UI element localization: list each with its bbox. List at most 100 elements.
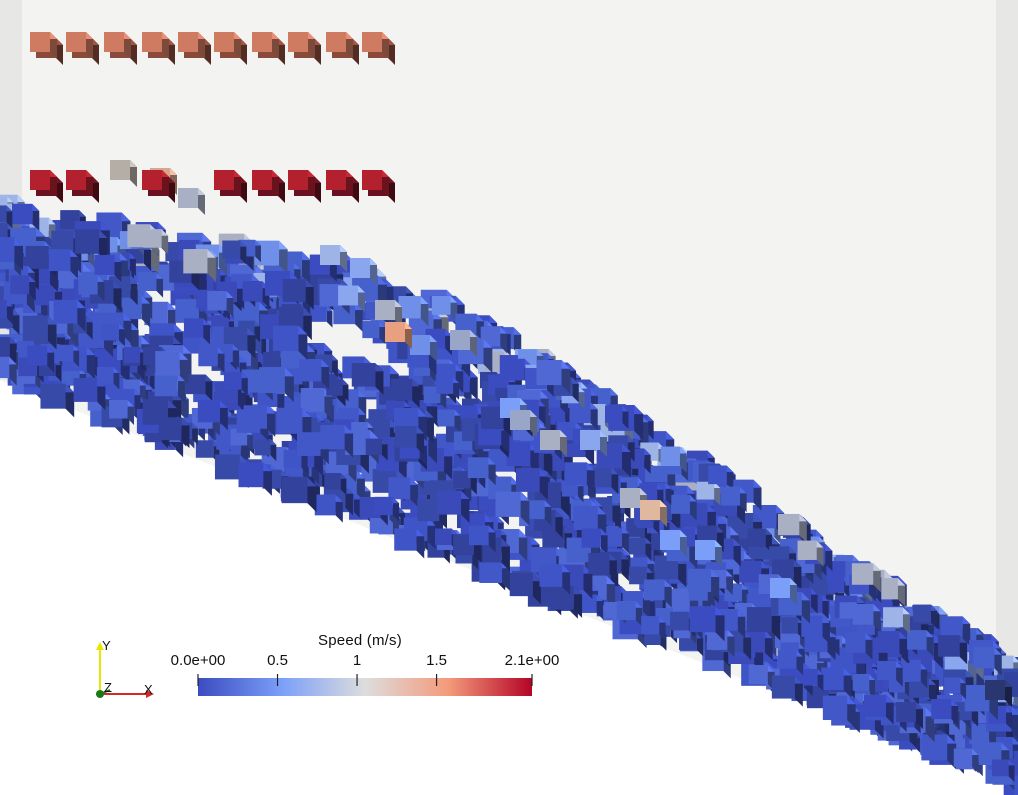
particle-cube: [913, 604, 938, 629]
particle-cube: [938, 635, 968, 665]
particle-cube: [243, 405, 276, 437]
particle-cube: [436, 377, 460, 400]
particle-cube: [877, 631, 907, 661]
particle-cube: [11, 203, 40, 232]
emitter-cube: [30, 32, 57, 59]
particle-cube: [56, 344, 80, 367]
particle-cube: [985, 680, 1012, 707]
particle-cube: [314, 494, 343, 523]
emitter-cube: [326, 32, 353, 59]
particle-cube: [96, 366, 120, 390]
particle-cube: [883, 607, 910, 635]
emitter-cube: [362, 32, 389, 59]
particle-cube: [116, 388, 141, 413]
particle-cube: [437, 490, 470, 524]
particle-cube: [0, 356, 17, 386]
particle-cube: [394, 528, 425, 559]
particle-cube: [822, 695, 856, 729]
particle-cube: [564, 462, 595, 493]
x-axis-arrow-icon: [146, 690, 154, 698]
particle-cube: [350, 258, 377, 285]
particle-cube: [509, 573, 541, 605]
emitter-cube: [252, 32, 279, 59]
particle-cube: [991, 759, 1015, 783]
emitter-cube: [142, 170, 169, 197]
particle-cube: [510, 410, 537, 437]
emitter-cube: [288, 32, 315, 59]
particle-cube: [300, 388, 333, 421]
particle-cube: [375, 300, 402, 327]
particle-cube: [143, 229, 169, 255]
particle-cube: [689, 606, 725, 642]
particle-cube: [74, 229, 108, 263]
particle-cube: [223, 371, 248, 396]
particle-cube: [110, 160, 137, 187]
particle-cube: [158, 417, 190, 449]
particle-cube: [580, 430, 607, 457]
particle-cube: [778, 650, 803, 676]
container-wall-right: [996, 0, 1018, 700]
orientation-axes: Y Z X: [84, 636, 164, 706]
color-legend-title: Speed (m/s): [318, 632, 402, 649]
particle-cube: [437, 409, 461, 433]
color-legend-tick-label: 1.5: [426, 652, 447, 669]
particle-cube: [388, 477, 418, 507]
particle-cube: [27, 345, 55, 373]
particle-cube: [73, 378, 106, 411]
particle-cube: [953, 748, 979, 774]
particle-cube: [591, 467, 619, 495]
particle-cube: [362, 321, 386, 345]
particle-cube: [310, 305, 333, 328]
particle-cube: [374, 496, 400, 522]
color-legend-tick-label: 0.0e+00: [170, 652, 226, 669]
orientation-axes-glyph: [96, 642, 154, 698]
particle-cube: [254, 439, 277, 462]
particle-cube: [628, 537, 652, 561]
particle-cube: [660, 530, 687, 557]
particle-cube: [351, 363, 384, 395]
particle-cube: [640, 500, 667, 527]
emitter-cube: [66, 170, 93, 197]
particle-cube: [778, 513, 807, 543]
color-legend-tick-label: 1: [352, 652, 362, 669]
particle-cube: [845, 632, 873, 660]
particle-cube: [708, 465, 734, 491]
particle-cube: [902, 662, 928, 689]
z-axis-origin-icon: [96, 690, 104, 698]
particle-cube: [581, 528, 608, 555]
particle-cube: [770, 578, 797, 605]
emitter-cube: [30, 170, 57, 197]
particle-cube: [431, 295, 458, 322]
particle-cube: [395, 426, 425, 456]
particle-cube: [238, 462, 272, 496]
particle-cube: [468, 525, 496, 553]
particle-cube: [299, 359, 330, 390]
particle-cube: [940, 616, 971, 646]
color-legend-bar: [197, 674, 533, 696]
particle-cube: [0, 237, 23, 271]
particle-cube: [973, 647, 1002, 676]
particle-cube: [40, 383, 75, 418]
particle-cube: [588, 553, 617, 582]
particle-cube: [0, 205, 13, 229]
particle-cube: [390, 378, 420, 408]
emitter-cube: [214, 32, 241, 59]
particle-cube: [771, 675, 803, 707]
particle-cube: [94, 255, 122, 282]
particle-cube: [222, 240, 247, 265]
particle-cube: [48, 249, 78, 279]
emitter-cube: [362, 170, 389, 197]
particle-cube: [123, 346, 146, 369]
particle-cube: [281, 477, 317, 513]
particle-cube: [896, 702, 923, 730]
particle-cube: [687, 568, 720, 601]
particle-cube: [569, 402, 598, 431]
particle-cube: [739, 560, 770, 591]
particle-cube: [410, 335, 437, 362]
particle-cube: [0, 337, 17, 363]
color-gradient-bar: [198, 678, 532, 696]
particle-cube: [272, 325, 308, 360]
particle-cube: [0, 300, 14, 325]
particle-emitters: [30, 32, 395, 203]
particle-cube: [931, 698, 959, 727]
